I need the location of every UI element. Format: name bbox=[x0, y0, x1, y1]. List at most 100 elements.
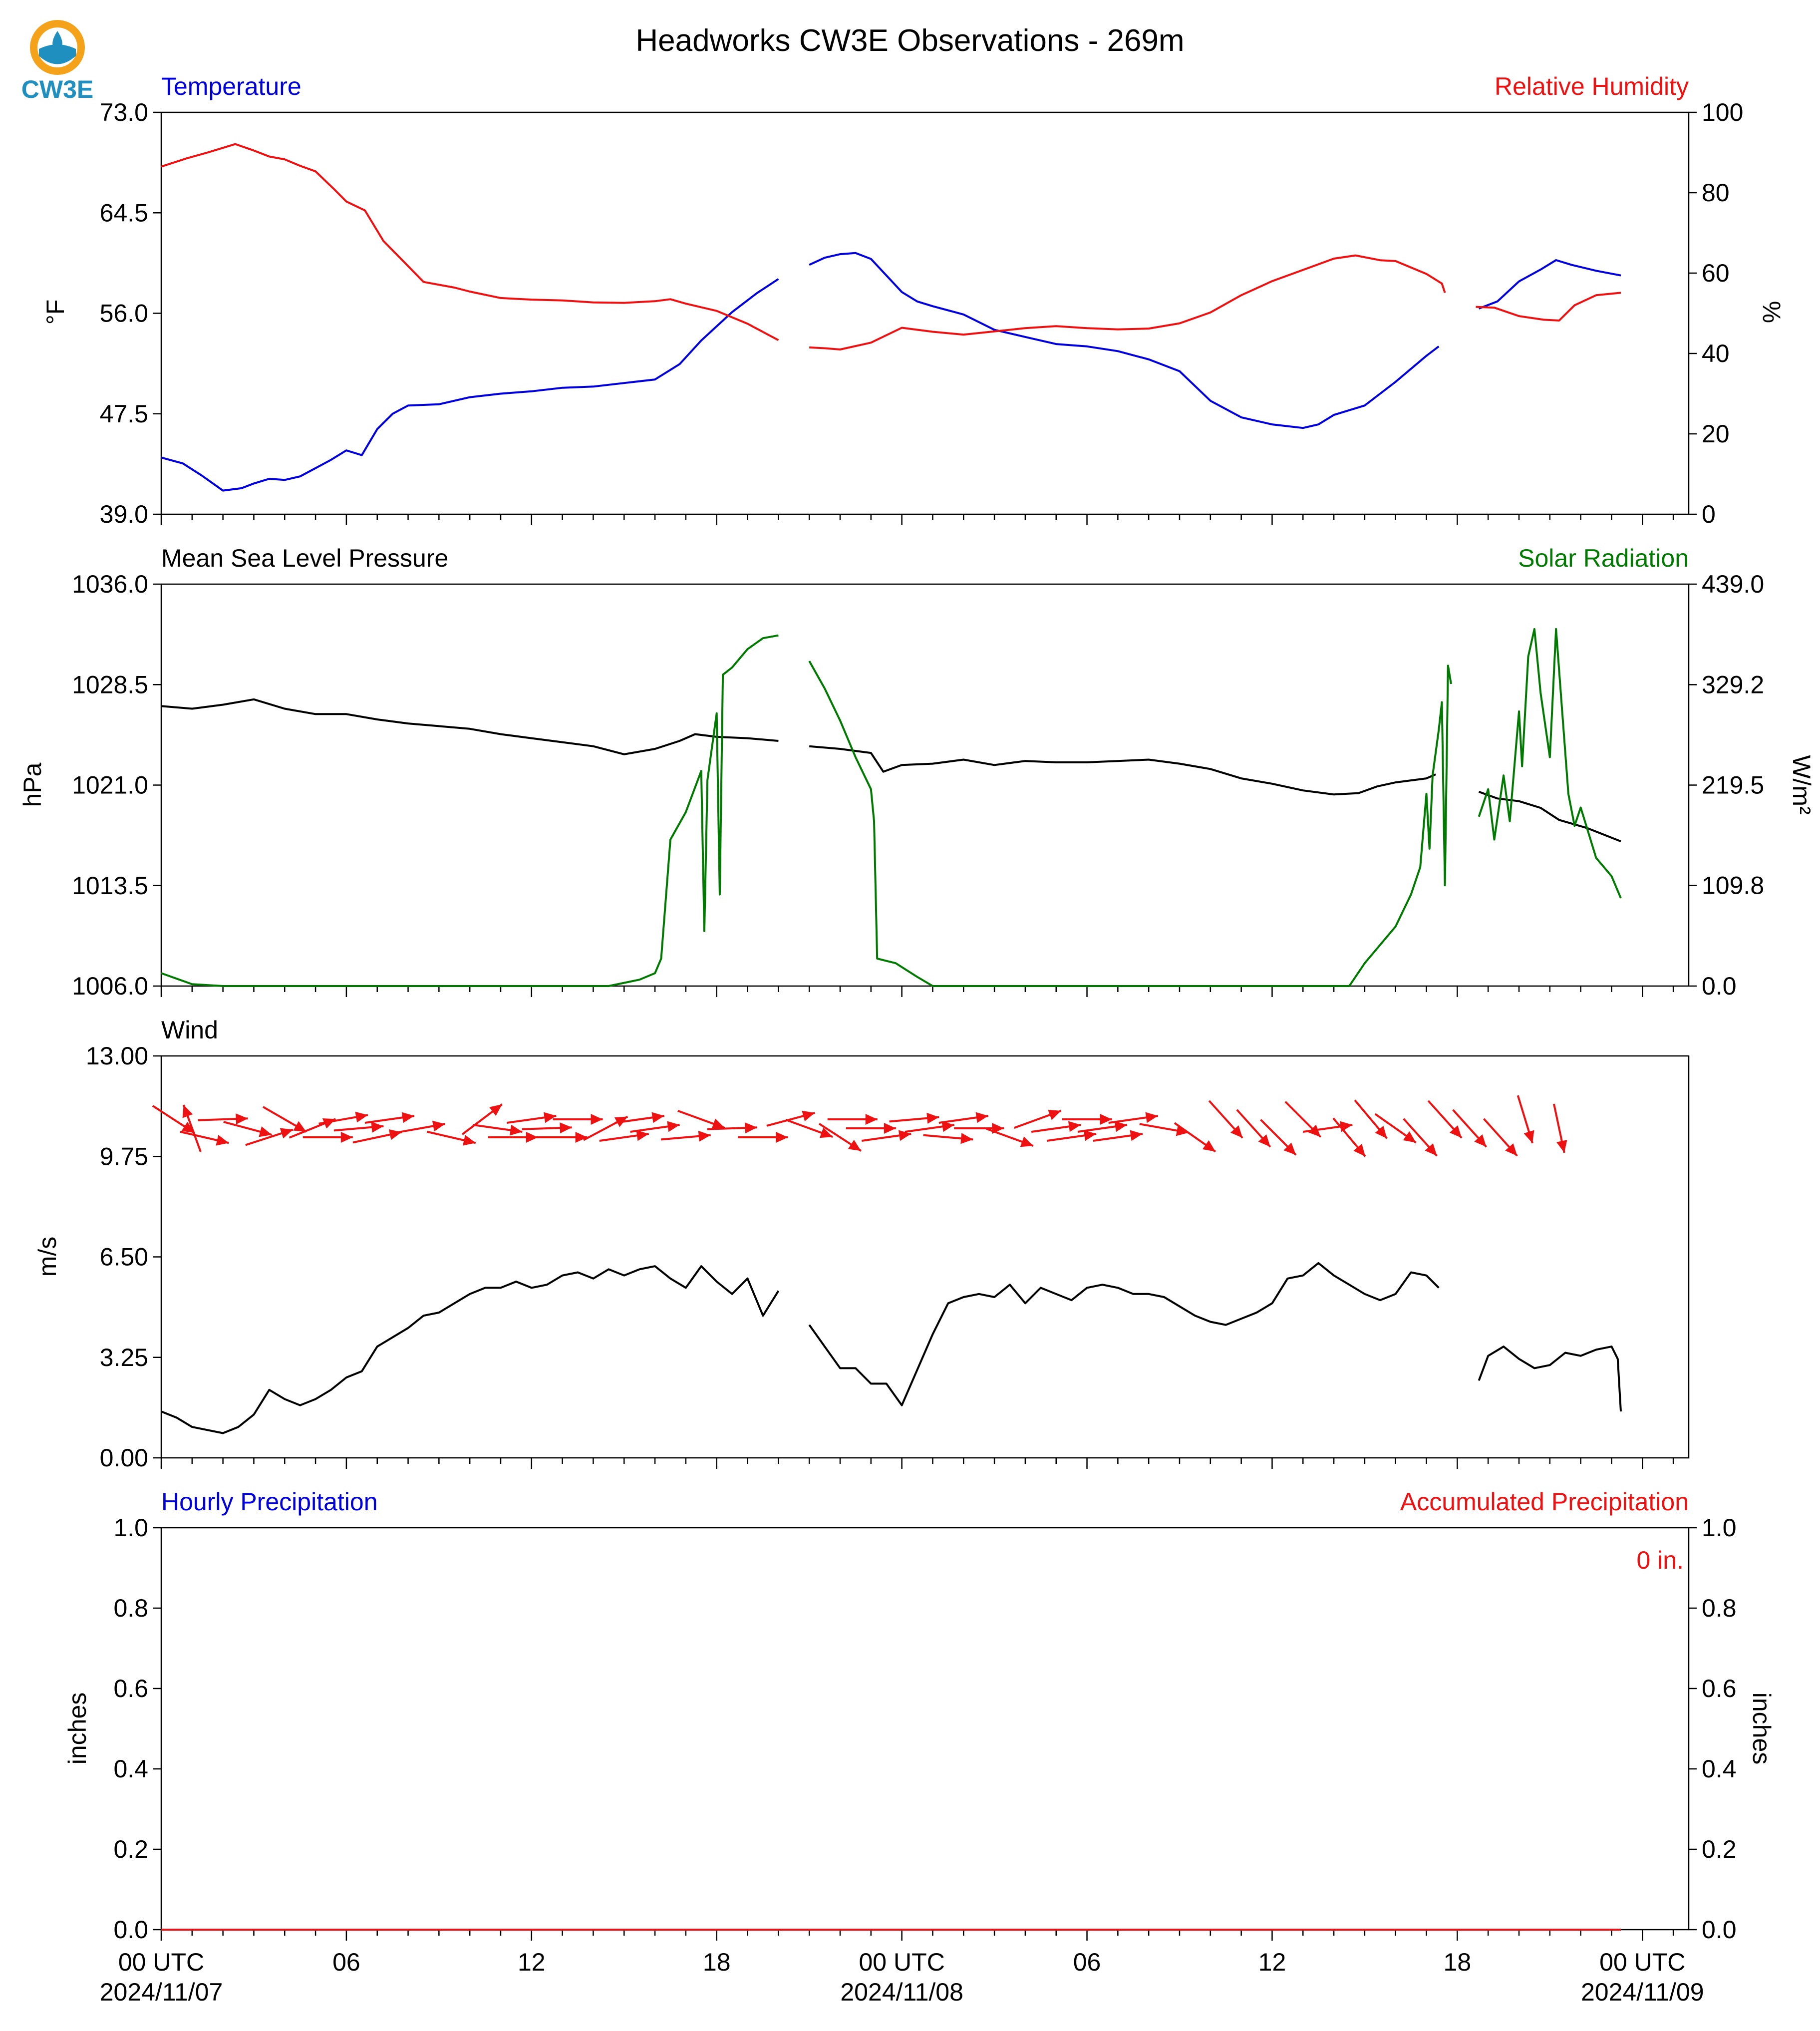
wind-arrow bbox=[223, 1121, 272, 1137]
wind-arrow bbox=[1517, 1095, 1534, 1144]
wind-arrow bbox=[1077, 1121, 1128, 1133]
wind-arrow bbox=[738, 1132, 788, 1143]
y-tick-label-left: 0.0 bbox=[113, 1916, 148, 1944]
series-line-mean-sea-level-pressure bbox=[809, 745, 1436, 796]
series-line-relative-humidity bbox=[161, 143, 779, 341]
y-tick-label-left: 64.5 bbox=[100, 199, 148, 227]
wind-arrow bbox=[1013, 1109, 1062, 1129]
y-tick-label-right: 0.0 bbox=[1702, 1916, 1737, 1944]
x-tick-label: 00 UTC bbox=[1599, 1948, 1685, 1976]
pressure-title: Mean Sea Level Pressure bbox=[161, 544, 448, 572]
wind-arrow bbox=[861, 1130, 911, 1142]
y-tick-label-left: 1013.5 bbox=[72, 872, 148, 900]
wind-arrow bbox=[507, 1112, 557, 1124]
wind-title: Wind bbox=[161, 1016, 218, 1044]
y-tick-label-left: 39.0 bbox=[100, 500, 148, 528]
accum-precip-title: Accumulated Precipitation bbox=[1400, 1488, 1689, 1516]
x-tick-date-label: 2024/11/07 bbox=[100, 1978, 223, 2006]
y-tick-label-right: 80 bbox=[1702, 179, 1730, 207]
wind-arrow bbox=[461, 1103, 503, 1135]
wind-arrow bbox=[426, 1130, 476, 1146]
wind-arrow bbox=[522, 1122, 572, 1134]
solar-axis-label: W/m² bbox=[1788, 755, 1816, 814]
y-tick-label-right: 100 bbox=[1702, 98, 1743, 126]
wind-arrow bbox=[1403, 1118, 1438, 1157]
y-tick-label-left: 0.6 bbox=[113, 1675, 148, 1702]
wind-arrow bbox=[1452, 1109, 1488, 1148]
series-line-temperature bbox=[809, 252, 1440, 429]
x-tick-label: 00 UTC bbox=[118, 1948, 204, 1976]
x-tick-label: 06 bbox=[332, 1948, 360, 1976]
y-tick-label-left: 47.5 bbox=[100, 400, 148, 428]
wind-arrow bbox=[395, 1120, 445, 1134]
hourly-precip-axis-label: inches bbox=[63, 1692, 91, 1765]
y-tick-label-left: 1036.0 bbox=[72, 570, 148, 598]
wind-arrow bbox=[986, 1128, 1034, 1147]
y-tick-label-left: 1006.0 bbox=[72, 972, 148, 1000]
wind-arrow bbox=[1354, 1099, 1388, 1139]
y-tick-label-right: 109.8 bbox=[1702, 872, 1764, 900]
wind-arrow bbox=[923, 1133, 973, 1144]
y-tick-label-left: 0.2 bbox=[113, 1835, 148, 1863]
series-line-solar-radiation bbox=[808, 661, 1452, 987]
wind-arrow bbox=[1553, 1103, 1567, 1153]
x-tick-label: 12 bbox=[1258, 1948, 1286, 1976]
wind-arrow bbox=[938, 1112, 989, 1124]
wind-arrow bbox=[1236, 1109, 1271, 1148]
series-line-wind bbox=[808, 1262, 1440, 1406]
y-tick-label-left: 9.75 bbox=[100, 1142, 148, 1170]
y-tick-label-left: 1.0 bbox=[113, 1514, 148, 1542]
y-tick-label-right: 0.2 bbox=[1702, 1835, 1737, 1863]
wind-arrow bbox=[818, 1123, 862, 1152]
x-tick-label: 06 bbox=[1073, 1948, 1101, 1976]
wind-arrow bbox=[1139, 1123, 1189, 1136]
wind-arrow bbox=[630, 1121, 680, 1133]
wind-arrow bbox=[1260, 1119, 1297, 1156]
wind-arrow bbox=[245, 1128, 294, 1146]
y-tick-label-left: 3.25 bbox=[100, 1344, 148, 1371]
wind-arrow bbox=[152, 1105, 195, 1134]
hourly-precip-title: Hourly Precipitation bbox=[161, 1488, 378, 1516]
wind-arrow bbox=[846, 1123, 896, 1134]
y-tick-label-right: 0 bbox=[1702, 500, 1716, 528]
y-tick-label-left: 56.0 bbox=[100, 300, 148, 328]
wind-arrow bbox=[364, 1112, 415, 1124]
accum-precip-axis-label: inches bbox=[1748, 1692, 1776, 1765]
wind-arrow bbox=[262, 1106, 307, 1133]
x-tick-date-label: 2024/11/08 bbox=[840, 1978, 963, 2006]
wind-arrow bbox=[766, 1110, 815, 1127]
accum-precip-annotation: 0 in. bbox=[1636, 1546, 1684, 1574]
humidity-axis-label: % bbox=[1758, 301, 1786, 323]
wind-arrow bbox=[1031, 1121, 1081, 1133]
y-tick-label-right: 1.0 bbox=[1702, 1514, 1737, 1542]
humidity-title: Relative Humidity bbox=[1495, 72, 1689, 100]
wind-arrow bbox=[488, 1132, 538, 1143]
series-line-solar-radiation bbox=[1478, 628, 1622, 899]
wind-arrow bbox=[537, 1132, 588, 1143]
y-tick-label-left: 73.0 bbox=[100, 98, 148, 126]
logo-text: CW3E bbox=[21, 75, 93, 103]
y-tick-label-left: 0.4 bbox=[113, 1755, 148, 1783]
wind-arrow bbox=[1332, 1117, 1366, 1157]
y-tick-label-left: 6.50 bbox=[100, 1243, 148, 1271]
plot-layer: 39.0 47.5 56.0 64.5 73.0 0 20 40 60 80 100 1006.0 10… bbox=[72, 98, 1764, 2006]
x-tick-label: 18 bbox=[1444, 1948, 1472, 1976]
x-tick-date-label: 2024/11/09 bbox=[1581, 1978, 1704, 2006]
y-tick-label-right: 0.6 bbox=[1702, 1675, 1737, 1702]
x-tick-label: 18 bbox=[703, 1948, 731, 1976]
y-tick-label-right: 0.8 bbox=[1702, 1594, 1737, 1622]
y-tick-label-right: 439.0 bbox=[1702, 570, 1764, 598]
y-tick-label-right: 219.5 bbox=[1702, 771, 1764, 799]
y-tick-label-right: 40 bbox=[1702, 339, 1730, 367]
y-tick-label-right: 0.0 bbox=[1702, 972, 1737, 1000]
pressure-axis-label: hPa bbox=[18, 762, 46, 807]
wind-arrow bbox=[889, 1112, 939, 1124]
chart-title: Headworks CW3E Observations - 269m bbox=[635, 23, 1184, 58]
wind-arrow bbox=[333, 1121, 384, 1133]
wind-arrow bbox=[1174, 1122, 1216, 1153]
y-tick-label-right: 60 bbox=[1702, 259, 1730, 287]
y-tick-label-left: 0.00 bbox=[100, 1444, 148, 1472]
wind-arrow bbox=[1046, 1130, 1097, 1142]
wind-arrow bbox=[1093, 1130, 1143, 1142]
